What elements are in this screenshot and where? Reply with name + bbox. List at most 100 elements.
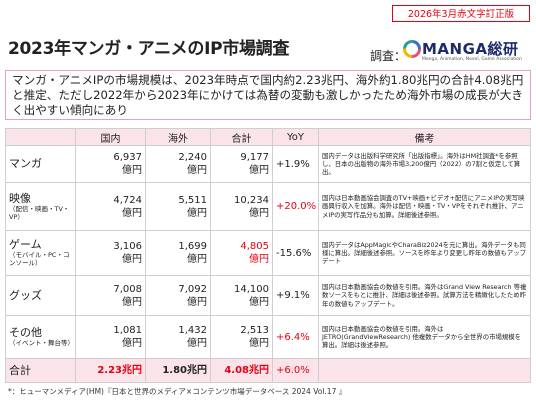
row-label: マンガ	[5, 145, 76, 183]
value-unit: 億円	[122, 207, 142, 219]
value-unit: 億円	[187, 165, 207, 176]
yoy-cell: +6.4%	[272, 315, 319, 359]
value-number: 6,937	[113, 152, 142, 163]
row-label: ゲーム （モバイル・PC・コンソール）	[5, 230, 76, 276]
note-cell: 国内は日本動画協会の数値を引用。海外はJETRO(GrandViewResear…	[318, 315, 531, 359]
header-cell: 合計	[210, 128, 273, 146]
value-cell: 9,177 億円	[210, 145, 273, 183]
value-unit: 億円	[122, 338, 142, 349]
row-subtitle: （モバイル・PC・コンソール）	[9, 251, 70, 267]
value-unit: 億円	[187, 296, 207, 308]
note-cell: 国内は日本動画協会の数値を引用。海外はGrand View Research 等…	[318, 275, 531, 316]
value-unit: 億円	[122, 254, 142, 265]
value-number: 7,008	[113, 283, 142, 295]
value-number: 2.23兆円	[97, 365, 142, 376]
logo-name: MANGA総研	[422, 40, 519, 58]
value-cell: 7,092 億円	[145, 275, 211, 316]
row-name: ゲーム	[9, 238, 42, 251]
logo-tagline: Manga, Animation, Novel, Game Associatio…	[422, 57, 522, 62]
value-cell: 4,724 億円	[75, 182, 146, 231]
value-number: 10,234	[234, 194, 269, 206]
row-label: 映像 （配信・映画・TV・VP）	[5, 182, 76, 231]
summary-box: マンガ・アニメIPの市場規模は、2023年時点で国内約2.23兆円、海外約1.8…	[5, 70, 531, 120]
value-cell: 5,511 億円	[145, 182, 211, 231]
value-number: 2,240	[178, 152, 207, 163]
value-unit: 億円	[122, 296, 142, 308]
value-number: 4.08兆円	[224, 365, 269, 376]
value-cell: 2,513 億円	[210, 315, 273, 359]
market-table: 国内 海外 合計 YoY 備考 マンガ 6,937 億円 2,240 億円 9,177 億円 +1.9…	[5, 128, 531, 383]
note-cell: 国内データはAppMagicやCharaBiz2024を元に算出。海外データも同…	[318, 230, 531, 276]
row-subtitle: （配信・映画・TV・VP）	[9, 204, 70, 221]
value-unit: 億円	[249, 296, 269, 308]
value-number: 1,432	[178, 325, 207, 336]
value-number: 4,805	[240, 241, 269, 252]
value-cell: 14,100 億円	[210, 275, 273, 316]
value-cell: 2,240 億円	[145, 145, 211, 183]
yoy-cell: +20.0%	[272, 182, 319, 231]
value-cell: 2.23兆円	[75, 358, 146, 383]
header-cell: 海外	[145, 128, 211, 146]
value-unit: 億円	[249, 338, 269, 349]
value-number: 14,100	[234, 283, 269, 295]
value-unit: 億円	[249, 165, 269, 176]
value-number: 4,724	[113, 194, 142, 206]
value-unit: 億円	[187, 254, 207, 265]
table-row: 合計 2.23兆円 1.80兆円 4.08兆円 +6.0%	[5, 358, 531, 383]
note-cell: 国内は日本動画協会調査のTV+映画+ビデオ+配信にアニメIPの実写映画興行収入を…	[318, 182, 531, 231]
slide-title: 2023年マンガ・アニメのIP市場調査	[8, 39, 290, 59]
row-label: グッズ	[5, 275, 76, 316]
header-cell: YoY	[272, 128, 319, 146]
logo-icon	[403, 40, 421, 58]
table-row: ゲーム （モバイル・PC・コンソール） 3,106 億円 1,699 億円 4,805 億円 -…	[5, 230, 531, 276]
row-name: 映像	[9, 191, 31, 205]
value-cell: 1,081 億円	[75, 315, 146, 359]
table-row: 映像 （配信・映画・TV・VP） 4,724 億円 5,511 億円 10,234 億円 +20…	[5, 182, 531, 231]
table-row: グッズ 7,008 億円 7,092 億円 14,100 億円 +9.1% 国内は日本動画協会の…	[5, 275, 531, 316]
value-cell: 6,937 億円	[75, 145, 146, 183]
value-number: 5,511	[178, 194, 207, 206]
header-cell	[5, 128, 76, 146]
table-row: その他 （イベント・舞台等） 1,081 億円 1,432 億円 2,513 億円 +6.4% 国…	[5, 315, 531, 359]
yoy-cell: +1.9%	[272, 145, 319, 183]
footnote: *：ヒューマンメディア(HM)『日本と世界のメディア×コンテンツ市場データベース…	[8, 387, 347, 396]
value-number: 1.80兆円	[162, 365, 207, 376]
value-unit: 億円	[122, 165, 142, 176]
header-cell: 国内	[75, 128, 146, 146]
header-row: 国内 海外 合計 YoY 備考	[5, 128, 531, 146]
note-cell	[318, 358, 531, 383]
table-row: マンガ 6,937 億円 2,240 億円 9,177 億円 +1.9% 国内データは出版科学研…	[5, 145, 531, 183]
value-unit: 億円	[249, 207, 269, 219]
value-unit: 億円	[249, 254, 269, 265]
value-number: 1,699	[178, 241, 207, 252]
row-label: 合計	[5, 358, 76, 383]
value-unit: 億円	[187, 207, 207, 219]
value-cell: 7,008 億円	[75, 275, 146, 316]
value-number: 1,081	[113, 325, 142, 336]
row-name: 合計	[9, 363, 31, 377]
correction-badge: 2026年3月赤文字訂正版	[392, 5, 530, 22]
value-cell: 1.80兆円	[145, 358, 211, 383]
yoy-cell: +9.1%	[272, 275, 319, 316]
header-cell: 備考	[318, 128, 531, 146]
value-cell: 10,234 億円	[210, 182, 273, 231]
row-name: その他	[9, 326, 42, 339]
survey-label: 調査：	[370, 49, 407, 63]
note-cell: 国内データは出版科学研究所「出版指標」。海外はHM社調査*を参照し、日本の出版物…	[318, 145, 531, 183]
value-cell: 4.08兆円	[210, 358, 273, 383]
value-cell: 1,432 億円	[145, 315, 211, 359]
value-number: 7,092	[178, 283, 207, 295]
value-cell: 4,805 億円	[210, 230, 273, 276]
value-number: 2,513	[240, 325, 269, 336]
row-label: その他 （イベント・舞台等）	[5, 315, 76, 359]
value-number: 3,106	[113, 241, 142, 252]
row-name: グッズ	[9, 288, 42, 302]
row-subtitle: （イベント・舞台等）	[9, 339, 74, 347]
yoy-cell: -15.6%	[272, 230, 319, 276]
value-cell: 3,106 億円	[75, 230, 146, 276]
value-cell: 1,699 億円	[145, 230, 211, 276]
value-number: 9,177	[240, 152, 269, 163]
row-name: マンガ	[9, 157, 42, 170]
yoy-cell: +6.0%	[272, 358, 319, 383]
